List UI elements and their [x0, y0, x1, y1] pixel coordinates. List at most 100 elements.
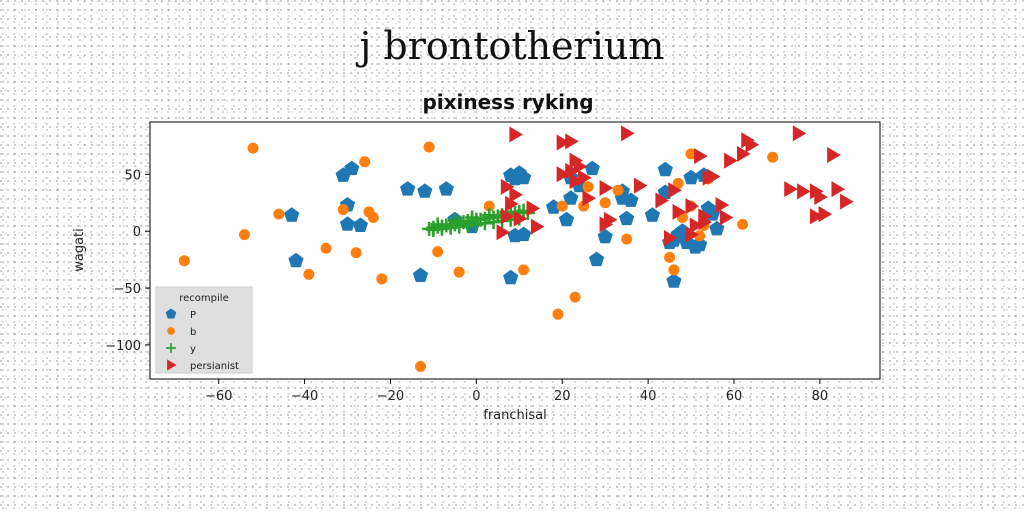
- data-point: [284, 207, 300, 222]
- data-point: [672, 203, 687, 220]
- data-point: [503, 269, 519, 285]
- data-point: [482, 208, 497, 223]
- data-point: [668, 182, 682, 199]
- data-point: [809, 208, 824, 225]
- data-point: [619, 210, 635, 226]
- data-point: [689, 217, 704, 234]
- data-point: [663, 229, 678, 246]
- data-point: [350, 247, 362, 259]
- data-point: [737, 218, 749, 230]
- data-point: [465, 210, 480, 225]
- data-point: [500, 178, 515, 195]
- data-point: [417, 183, 433, 198]
- data-point: [666, 273, 682, 288]
- data-point: [814, 189, 828, 206]
- data-point: [612, 184, 624, 196]
- data-point: [565, 162, 579, 179]
- y-tick-label: −100: [105, 339, 141, 354]
- data-point: [400, 181, 416, 196]
- data-point: [797, 183, 811, 200]
- data-point: [569, 173, 584, 190]
- data-point: [603, 211, 618, 228]
- data-point: [552, 308, 564, 320]
- data-point: [672, 177, 684, 189]
- data-point: [376, 273, 388, 285]
- data-point: [578, 169, 592, 186]
- data-point: [423, 141, 435, 153]
- y-tick-label: −50: [114, 282, 141, 297]
- data-point: [556, 200, 568, 212]
- data-point: [556, 166, 571, 183]
- data-point: [599, 197, 611, 209]
- data-point: [685, 198, 700, 215]
- data-point: [698, 208, 712, 225]
- legend-marker: [165, 308, 177, 319]
- x-axis-label: franchisal: [483, 408, 546, 423]
- legend: recompile Pby persianist: [155, 286, 253, 374]
- data-point: [359, 156, 371, 168]
- data-point: [546, 199, 562, 214]
- data-point: [556, 134, 571, 151]
- y-axis: −100 −50 0 50: [105, 168, 150, 354]
- data-point: [597, 228, 613, 244]
- x-tick-label: 80: [812, 389, 829, 404]
- data-point: [273, 208, 285, 220]
- data-point: [840, 193, 854, 210]
- data-point: [827, 146, 841, 163]
- data-point: [694, 148, 708, 165]
- data-point: [792, 125, 807, 142]
- plot-frame: [149, 121, 881, 380]
- data-point: [516, 169, 532, 185]
- data-point: [655, 192, 669, 209]
- data-point: [367, 212, 379, 224]
- data-point: [784, 181, 798, 198]
- x-tick-label: −60: [205, 389, 232, 404]
- data-point: [496, 224, 511, 241]
- data-point: [644, 207, 660, 222]
- data-point: [509, 126, 523, 143]
- data-point: [516, 226, 532, 242]
- y-tick-label: 0: [133, 225, 141, 240]
- data-point: [320, 242, 332, 254]
- legend-items: Pby persianist: [165, 308, 239, 372]
- data-point: [352, 217, 368, 232]
- data-point: [683, 169, 699, 185]
- data-point: [664, 251, 676, 263]
- data-point: [685, 226, 700, 243]
- data-point: [719, 209, 734, 226]
- legend-label: y: [190, 344, 196, 355]
- data-point: [745, 136, 760, 153]
- data-point: [767, 151, 779, 163]
- data-point: [569, 291, 581, 303]
- data-point: [526, 200, 541, 217]
- data-point: [500, 208, 515, 225]
- data-point: [621, 233, 633, 245]
- data-point: [715, 197, 730, 214]
- data-point: [582, 190, 596, 207]
- x-tick-label: 0: [472, 389, 480, 404]
- data-point: [513, 210, 528, 227]
- data-point: [339, 216, 356, 231]
- legend-marker: [167, 327, 175, 335]
- data-point: [706, 168, 721, 185]
- data-point: [563, 190, 579, 205]
- x-tick-label: −20: [377, 389, 404, 404]
- data-point: [685, 148, 697, 160]
- data-point: [238, 229, 250, 241]
- data-point: [599, 179, 614, 196]
- data-point: [505, 195, 519, 212]
- x-tick-label: 20: [554, 389, 571, 404]
- legend-marker: [166, 343, 176, 353]
- data-point: [633, 177, 648, 194]
- chart-title: pixiness ryking: [422, 90, 593, 114]
- legend-label: persianist: [190, 361, 239, 372]
- data-point: [430, 217, 445, 232]
- data-point: [412, 267, 429, 282]
- data-point: [724, 152, 738, 169]
- x-tick-label: −40: [291, 389, 318, 404]
- plot-area-background: [150, 122, 880, 379]
- data-point: [621, 125, 635, 142]
- data-point: [668, 264, 680, 276]
- data-point: [303, 268, 315, 280]
